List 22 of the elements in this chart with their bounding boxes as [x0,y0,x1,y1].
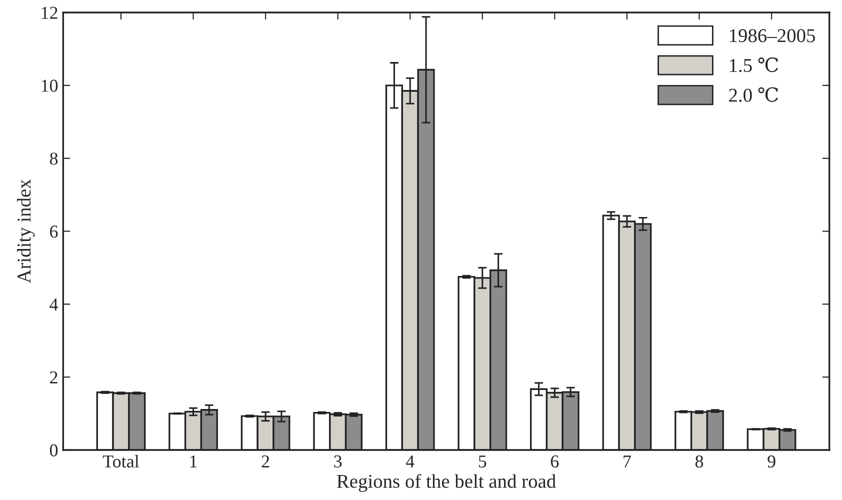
x-tick-label: 2 [262,455,270,468]
y-tick-label: 2 [50,371,58,384]
x-tick-label: 8 [695,455,704,468]
legend-label: 1986–2005 [730,29,815,42]
x-tick-label: 1 [190,455,197,468]
x-tick-label: 5 [478,456,486,468]
y-tick-label: 6 [50,226,58,238]
y-tick-label: 8 [50,152,58,165]
y-tick-label: 12 [42,6,58,19]
legend-label: 2.0 ℃ [729,87,778,102]
x-tick-label: Total [102,454,140,468]
y-tick-label: 10 [42,80,58,92]
x-axis-title: Regions of the belt and road [336,474,556,492]
x-tick-label: 6 [550,455,559,468]
y-axis-title: Aridity index [16,179,35,284]
y-tick-label: 4 [50,298,58,310]
x-tick-label: 4 [406,456,414,468]
x-tick-label: 7 [624,456,631,468]
legend-label: 1.5 ℃ [730,57,778,72]
x-tick-label: 3 [334,455,342,468]
x-tick-label: 9 [768,455,776,468]
y-tick-label: 0 [50,444,58,456]
